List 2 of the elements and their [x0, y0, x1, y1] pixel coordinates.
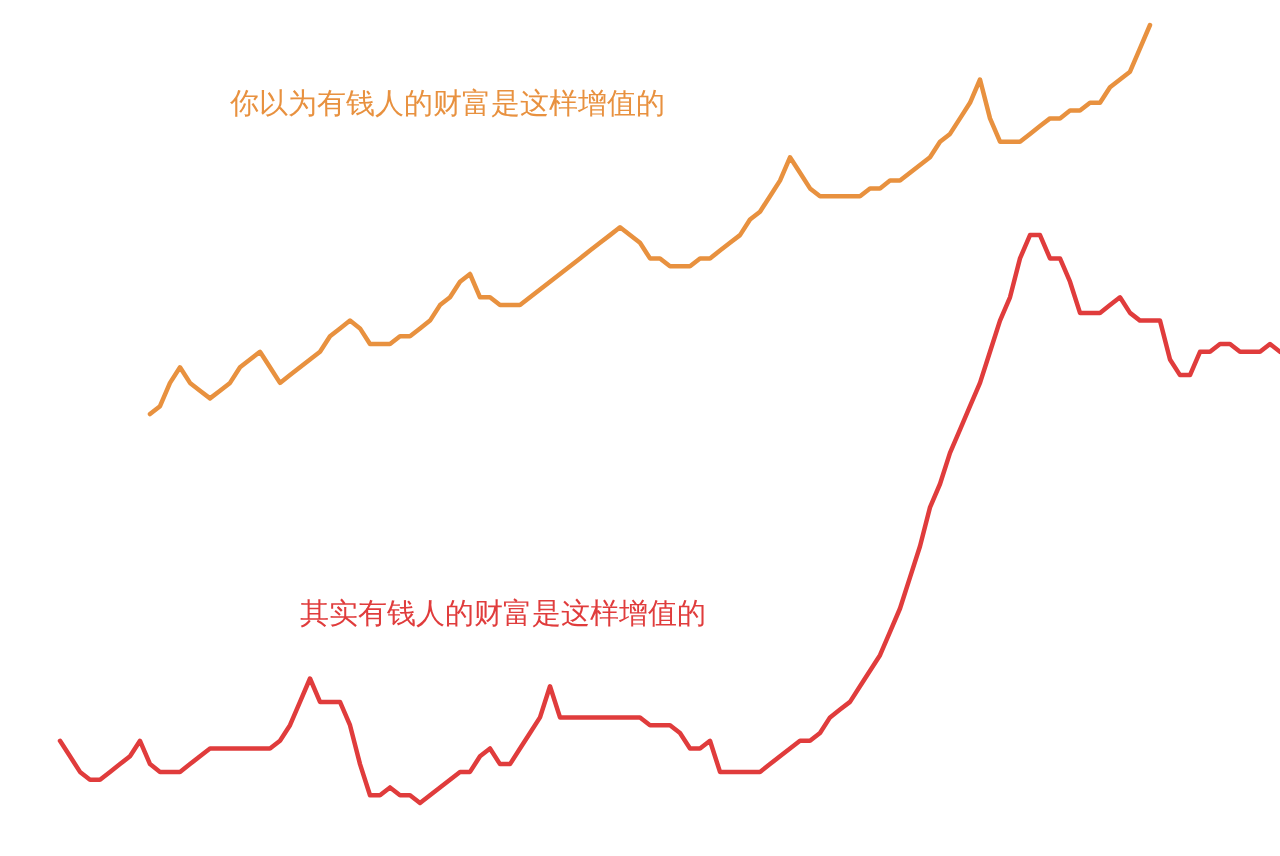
text: 你以为有钱人的财富是这样增值的	[229, 86, 665, 120]
series-label: 其实有钱人的财富是这样增值的	[300, 596, 706, 630]
